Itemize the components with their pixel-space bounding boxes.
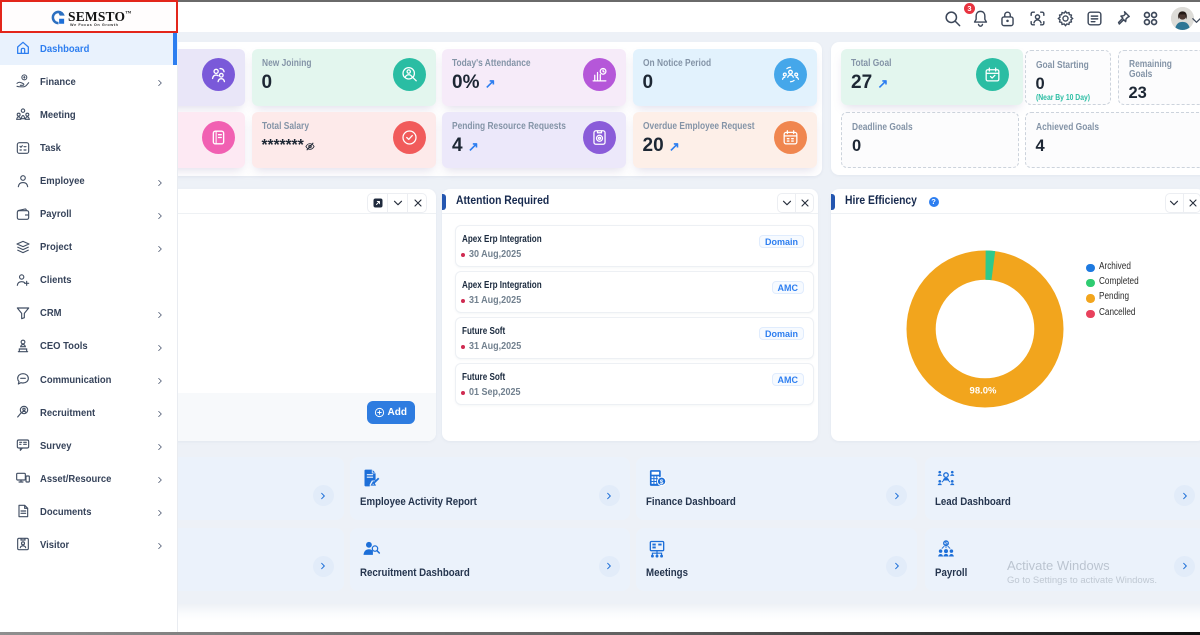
svg-text:$: $: [660, 479, 664, 486]
svg-text:98.0%: 98.0%: [970, 385, 997, 396]
svg-text:$: $: [944, 541, 947, 547]
